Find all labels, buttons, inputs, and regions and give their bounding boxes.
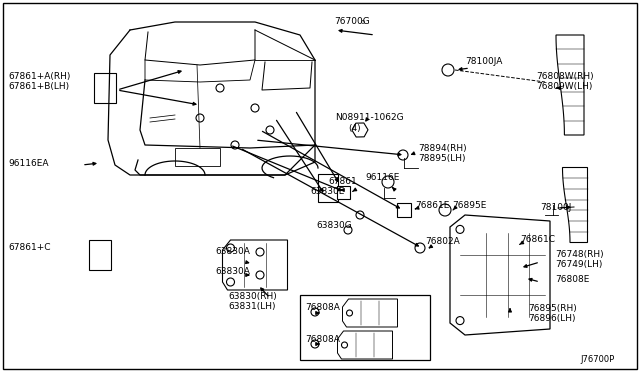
Text: 63830A: 63830A xyxy=(215,247,250,257)
Text: 67861: 67861 xyxy=(328,177,356,186)
Text: N08911-1062G: N08911-1062G xyxy=(335,113,404,122)
Polygon shape xyxy=(223,240,287,290)
Bar xyxy=(89,240,111,270)
Text: 76808E: 76808E xyxy=(555,276,589,285)
Text: 96116E: 96116E xyxy=(365,173,399,183)
Text: 63830(RH): 63830(RH) xyxy=(228,292,276,301)
Text: 78100JA: 78100JA xyxy=(465,58,502,67)
Bar xyxy=(175,148,220,166)
Text: 76809W(LH): 76809W(LH) xyxy=(536,81,593,90)
Text: 63830E: 63830E xyxy=(310,187,344,196)
Text: 76895E: 76895E xyxy=(452,201,486,209)
Text: 63830G: 63830G xyxy=(316,221,352,230)
Bar xyxy=(318,174,338,202)
Text: 76700G: 76700G xyxy=(334,17,370,26)
Text: 67861+A(RH): 67861+A(RH) xyxy=(8,71,70,80)
Text: 76748(RH): 76748(RH) xyxy=(555,250,604,260)
Text: J76700P: J76700P xyxy=(580,356,614,365)
Text: 67861+B(LH): 67861+B(LH) xyxy=(8,81,69,90)
Text: 96116EA: 96116EA xyxy=(8,158,49,167)
Text: 76749(LH): 76749(LH) xyxy=(555,260,602,269)
Polygon shape xyxy=(556,35,584,135)
Bar xyxy=(337,186,349,199)
Polygon shape xyxy=(450,215,550,335)
Polygon shape xyxy=(342,299,397,327)
Text: 76896(LH): 76896(LH) xyxy=(528,314,575,323)
Text: 78894(RH): 78894(RH) xyxy=(418,144,467,153)
Text: 67861+C: 67861+C xyxy=(8,244,51,253)
Text: 76861E: 76861E xyxy=(415,201,449,209)
Text: 76895(RH): 76895(RH) xyxy=(528,304,577,312)
Text: 76808W(RH): 76808W(RH) xyxy=(536,71,594,80)
Text: (4): (4) xyxy=(348,124,360,132)
Text: o: o xyxy=(361,19,365,25)
Text: 76802A: 76802A xyxy=(425,237,460,247)
Text: 76861C: 76861C xyxy=(520,235,555,244)
Bar xyxy=(503,238,517,252)
Text: 76808A: 76808A xyxy=(305,304,340,312)
Bar xyxy=(94,73,116,103)
Text: 63831(LH): 63831(LH) xyxy=(228,301,275,311)
Text: 63830A: 63830A xyxy=(215,267,250,276)
Text: 78895(LH): 78895(LH) xyxy=(418,154,465,163)
Text: 76808A: 76808A xyxy=(305,336,340,344)
Polygon shape xyxy=(563,167,588,243)
Bar xyxy=(397,203,411,217)
Bar xyxy=(300,295,430,360)
Text: 78100J: 78100J xyxy=(540,203,572,212)
Polygon shape xyxy=(337,331,392,359)
